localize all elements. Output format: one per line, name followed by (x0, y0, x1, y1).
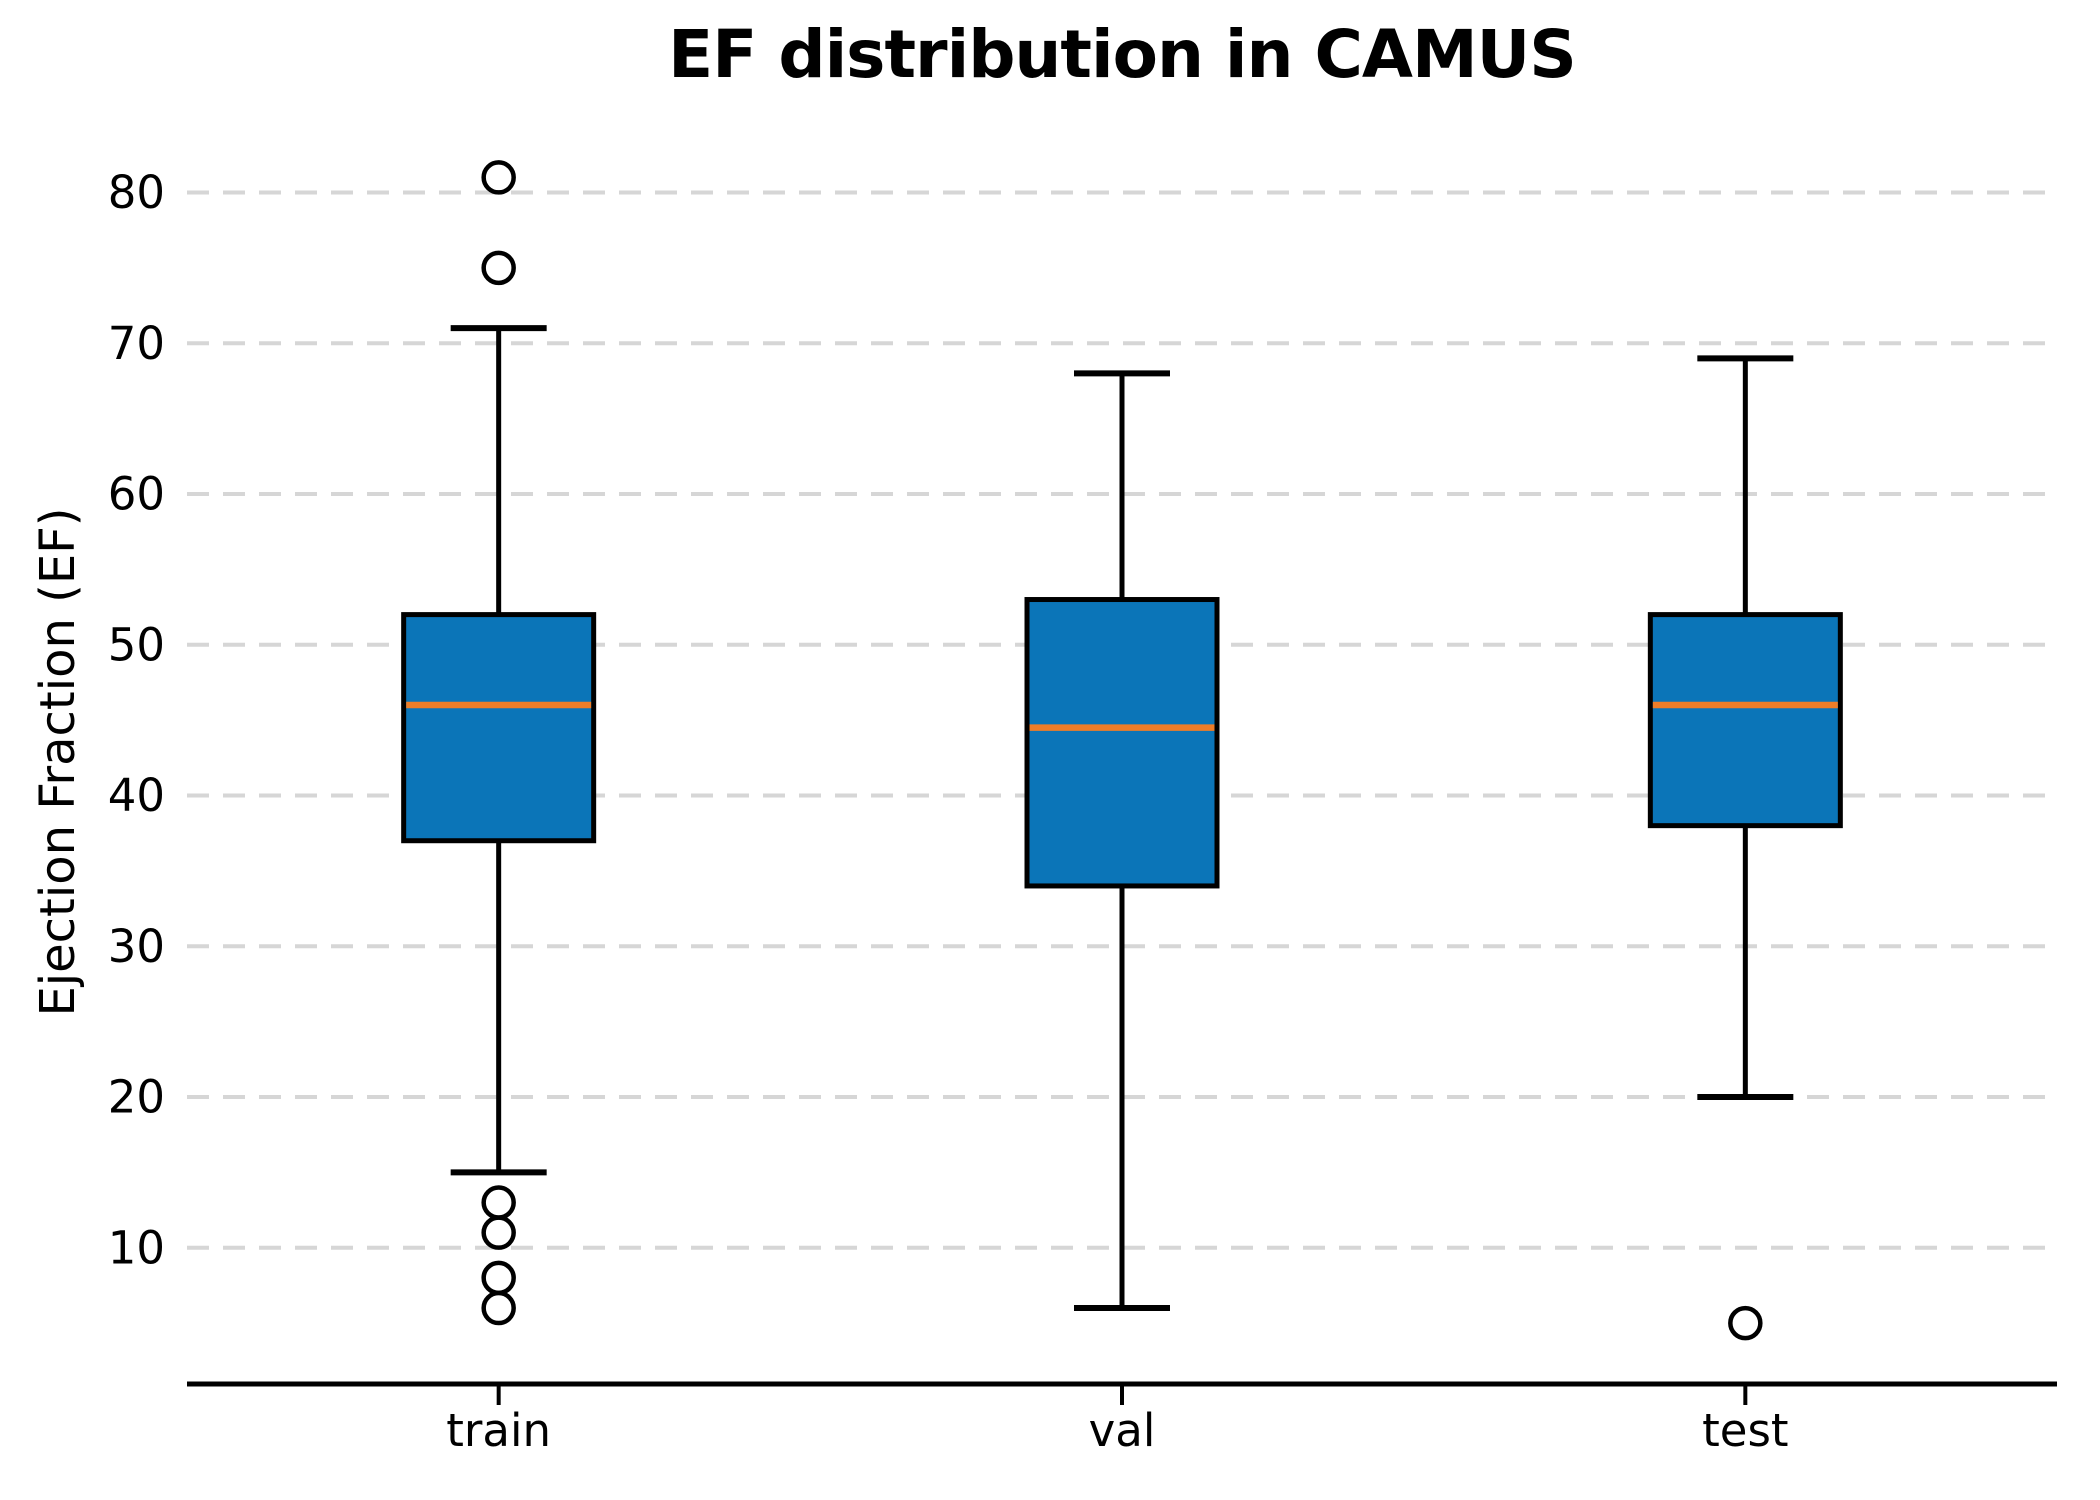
outlier-point (481, 1290, 516, 1326)
x-tick-label: test (1702, 1404, 1788, 1457)
y-tick-label: 50 (108, 618, 165, 671)
x-tick-label: train (446, 1404, 551, 1457)
chart-title: EF distribution in CAMUS (668, 16, 1577, 93)
outlier-point (481, 1215, 516, 1250)
iqr-box (1647, 612, 1843, 829)
y-tick-label: 10 (108, 1221, 165, 1274)
outlier-point (481, 1260, 516, 1296)
x-tick-label: val (1089, 1404, 1156, 1457)
iqr-box (1024, 597, 1220, 889)
y-tick-label: 60 (108, 468, 165, 521)
outlier-point (481, 250, 516, 286)
box-group-test (1647, 355, 1843, 1341)
y-tick-label: 20 (108, 1071, 165, 1124)
y-tick-label: 40 (108, 769, 165, 822)
y-tick-label: 70 (108, 317, 165, 370)
y-tick-label: 80 (108, 166, 165, 219)
y-tick-label: 30 (108, 920, 165, 973)
iqr-box (401, 612, 597, 844)
box-group-val (1024, 370, 1220, 1312)
outlier-point (1728, 1305, 1763, 1341)
outlier-point (481, 160, 516, 195)
outlier-point (481, 1185, 516, 1220)
box-group-train (401, 160, 597, 1326)
